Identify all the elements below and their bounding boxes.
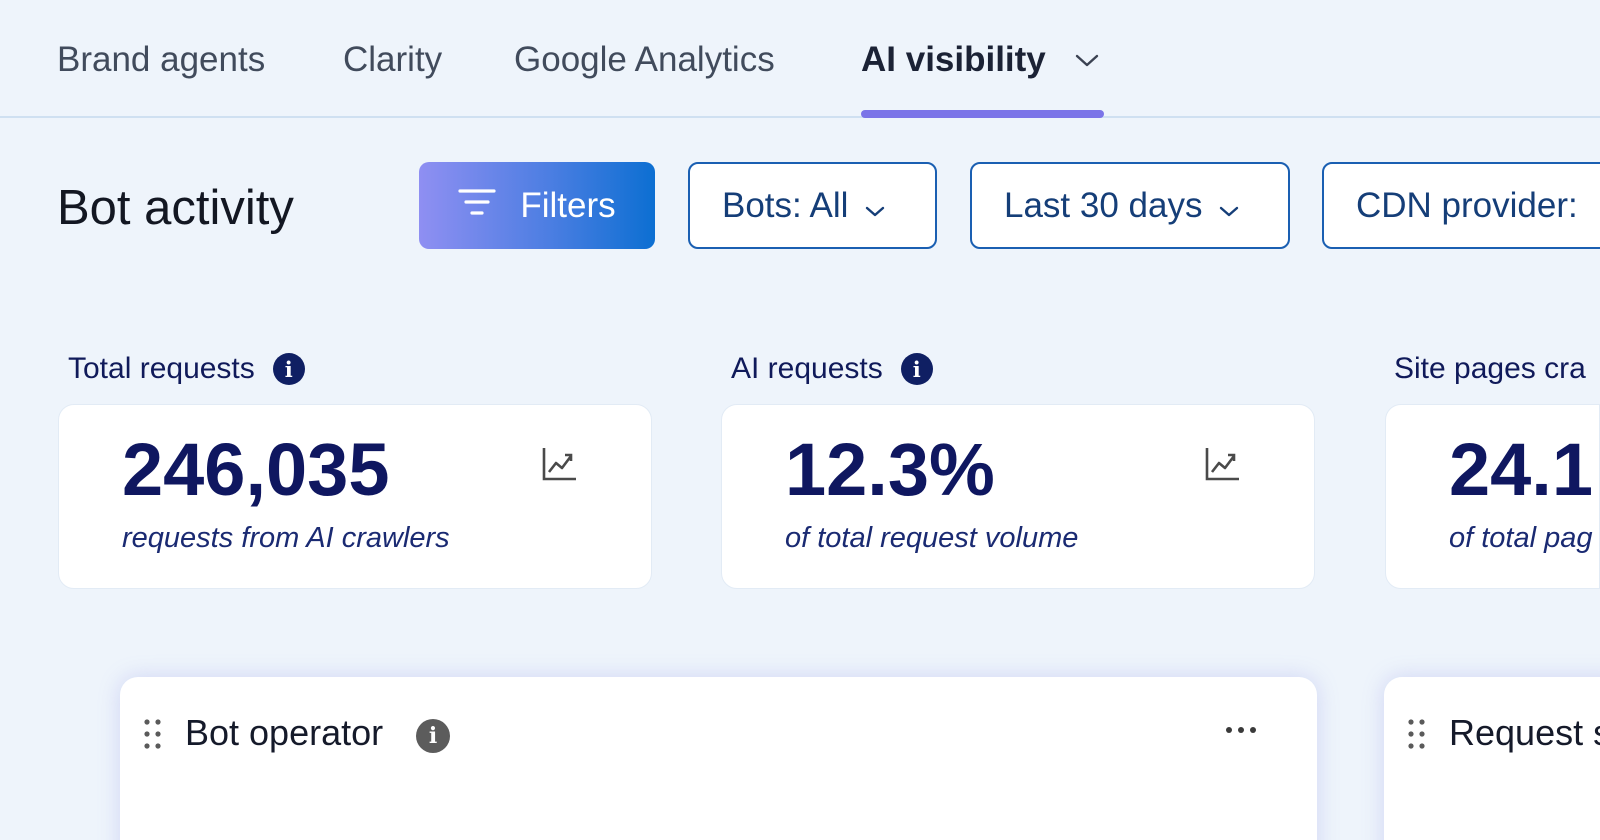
metric-label-text: AI requests [731,352,883,385]
tab-label: Clarity [343,40,443,79]
bots-dropdown[interactable]: Bots: All [688,162,937,249]
more-options-icon[interactable] [1220,715,1264,745]
tab-label: Google Analytics [514,40,775,79]
bot-operator-panel: Bot operator i [120,677,1317,840]
metric-label-site-pages: Site pages cra [1394,352,1586,386]
page-title: Bot activity [57,181,294,235]
metric-card-total-requests: 246,035 requests from AI crawlers [58,404,652,589]
tab-clarity[interactable]: Clarity [343,40,442,80]
request-panel: Request s [1384,677,1600,840]
cdn-provider-label: CDN provider: [1356,185,1578,225]
top-tab-bar: Brand agents Clarity Google Analytics AI… [0,0,1600,118]
metric-value: 12.3% [785,428,995,511]
tab-label: Brand agents [57,40,266,79]
active-tab-indicator [861,110,1104,118]
filters-button[interactable]: Filters [419,162,655,249]
chevron-down-icon [1218,188,1240,228]
date-range-dropdown[interactable]: Last 30 days [970,162,1290,249]
metric-subtitle: requests from AI crawlers [122,522,450,554]
metric-card-ai-requests: 12.3% of total request volume [721,404,1315,589]
tab-brand-agents[interactable]: Brand agents [57,40,265,80]
tab-google-analytics[interactable]: Google Analytics [514,40,775,80]
date-range-label: Last 30 days [1004,185,1203,225]
metric-value: 24.1 [1449,428,1594,511]
metric-label-ai-requests: AI requests i [731,352,933,386]
info-icon[interactable]: i [416,719,450,753]
trend-chart-icon[interactable] [1202,445,1242,485]
filter-icon [458,186,496,226]
chevron-down-icon [1074,38,1100,78]
panel-title: Request s [1449,712,1600,753]
metric-label-text: Total requests [68,352,255,385]
panel-title: Bot operator [185,712,384,753]
bots-dropdown-label: Bots: All [722,185,849,225]
chart-mark [210,835,240,840]
trend-chart-icon[interactable] [539,445,579,485]
cdn-provider-dropdown[interactable]: CDN provider: [1322,162,1600,249]
metric-subtitle: of total pag [1449,522,1593,554]
metric-value: 246,035 [122,428,390,511]
drag-handle-icon[interactable] [142,717,164,751]
info-icon[interactable]: i [272,353,305,385]
filters-label: Filters [520,185,616,225]
info-icon[interactable]: i [900,353,933,385]
tab-ai-visibility[interactable]: AI visibility [861,40,1100,80]
chevron-down-icon [864,188,886,228]
metric-label-total-requests: Total requests i [68,352,305,386]
drag-handle-icon[interactable] [1406,717,1428,751]
metric-subtitle: of total request volume [785,522,1079,554]
tab-label: AI visibility [861,40,1046,79]
metric-label-text: Site pages cra [1394,352,1586,385]
metric-card-site-pages: 24.1 of total pag [1385,404,1600,589]
